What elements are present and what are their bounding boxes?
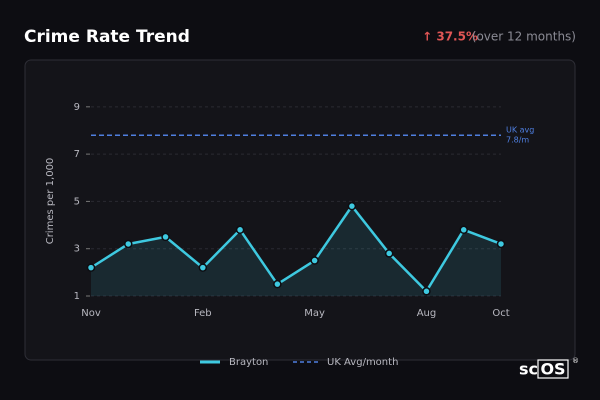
legend-label: Brayton bbox=[229, 357, 268, 368]
y-tick-label: 7 bbox=[74, 149, 80, 160]
reference-label: UK avg bbox=[506, 126, 534, 135]
point bbox=[459, 225, 468, 235]
x-tick-label: Feb bbox=[194, 308, 212, 319]
brand-boxed: OS bbox=[540, 360, 565, 379]
x-tick-label: May bbox=[304, 308, 325, 319]
x-tick-label: Aug bbox=[417, 308, 437, 319]
brand-mark: ® bbox=[572, 357, 579, 365]
point bbox=[161, 232, 170, 242]
point bbox=[273, 279, 282, 289]
title: Crime Rate Trend bbox=[24, 27, 190, 47]
point bbox=[347, 201, 357, 211]
point bbox=[310, 256, 319, 265]
y-tick-label: 5 bbox=[74, 196, 80, 207]
point bbox=[198, 263, 208, 272]
y-tick-label: 3 bbox=[74, 244, 80, 255]
brand-box bbox=[537, 359, 569, 379]
brand-prefix: sc bbox=[519, 360, 538, 379]
point bbox=[235, 225, 245, 235]
y-tick-label: 1 bbox=[74, 291, 80, 302]
point bbox=[124, 239, 133, 249]
change-note: (over 12 months) bbox=[472, 30, 576, 44]
legend: Brayton UK Avg/month bbox=[200, 357, 398, 368]
x-tick-label: Nov bbox=[81, 308, 101, 319]
y-axis-label: Crimes per 1,000 bbox=[45, 158, 56, 245]
area bbox=[91, 206, 501, 296]
reference-label: 7.8/m bbox=[506, 136, 529, 145]
y-tick-label: 9 bbox=[74, 102, 80, 113]
line bbox=[90, 204, 502, 293]
x-tick-label: Oct bbox=[492, 308, 509, 319]
point bbox=[86, 263, 96, 272]
point bbox=[496, 239, 506, 249]
point bbox=[422, 287, 431, 296]
legend-label: UK Avg/month bbox=[327, 357, 398, 368]
point bbox=[384, 249, 394, 258]
change: ↑ 37.5% bbox=[422, 30, 478, 44]
